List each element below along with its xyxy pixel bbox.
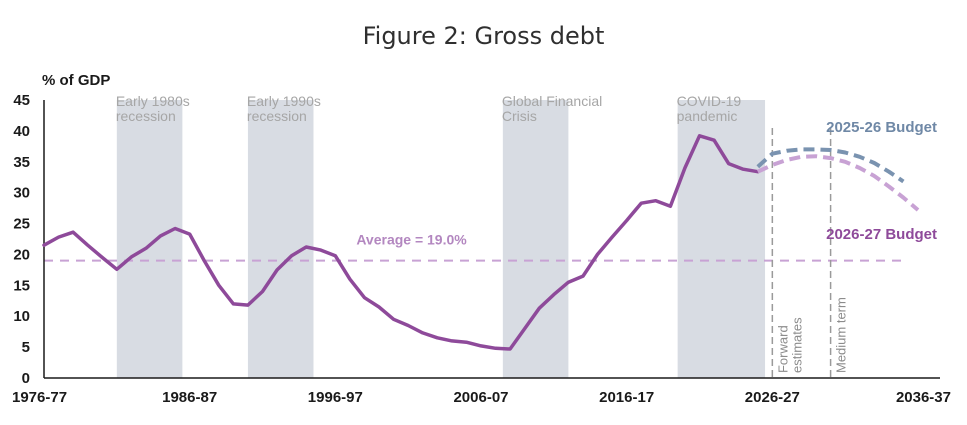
vertical-marker-label: Forward xyxy=(775,325,790,373)
shaded-period-label: Global Financial xyxy=(502,93,602,109)
x-tick-label: 1996-97 xyxy=(308,389,363,406)
shaded-periods xyxy=(116,100,766,378)
shaded-period-label: recession xyxy=(247,108,307,124)
shaded-period-label: COVID-19 xyxy=(677,93,742,109)
shaded-period-label: Early 1980s xyxy=(116,93,190,109)
x-tick-label: 2006-07 xyxy=(453,389,508,406)
shaded-period-band xyxy=(677,100,766,378)
shaded-period-band xyxy=(247,100,314,378)
series-lines xyxy=(42,134,920,351)
y-tick-label: 20 xyxy=(13,246,30,263)
y-tick-label: 15 xyxy=(13,277,30,294)
y-tick-label: 0 xyxy=(22,370,30,387)
y-tick-label: 45 xyxy=(13,92,30,109)
x-tick-label: 2036-37 xyxy=(896,389,951,406)
x-tick-label: 1986-87 xyxy=(162,389,217,406)
y-tick-label: 30 xyxy=(13,185,30,202)
vertical-markers xyxy=(771,128,832,378)
x-tick-label: 2026-27 xyxy=(745,389,800,406)
shaded-period-label: Crisis xyxy=(502,108,537,124)
x-tick-label: 1976-77 xyxy=(12,389,67,406)
shaded-period-label: recession xyxy=(116,108,176,124)
y-tick-label: 35 xyxy=(13,154,30,171)
y-tick-label: 5 xyxy=(22,339,30,356)
shaded-period-label: pandemic xyxy=(677,108,738,124)
series-line xyxy=(756,147,905,184)
vertical-marker-label: estimates xyxy=(789,317,804,373)
y-tick-label: 25 xyxy=(13,216,30,233)
axes: 0 5 10 15 20 25 30 35 40 45 1976-77 1986-87 1996-97 2… xyxy=(12,72,951,406)
vertical-marker-label: Medium term xyxy=(834,297,849,373)
shaded-period-band xyxy=(116,100,183,378)
legend-label: 2025-26 Budget xyxy=(826,119,937,136)
shaded-period-label: Early 1990s xyxy=(247,93,321,109)
average-label: Average = 19.0% xyxy=(356,232,467,248)
shaded-period-band xyxy=(502,100,569,378)
series-line xyxy=(756,154,920,212)
chart-title: Figure 2: Gross debt xyxy=(362,22,605,50)
series-line xyxy=(42,134,760,351)
y-tick-label: 10 xyxy=(13,308,30,325)
legend-label: 2026-27 Budget xyxy=(826,226,937,243)
x-tick-label: 2016-17 xyxy=(599,389,654,406)
y-axis-title: % of GDP xyxy=(42,72,110,89)
y-tick-label: 40 xyxy=(13,123,30,140)
